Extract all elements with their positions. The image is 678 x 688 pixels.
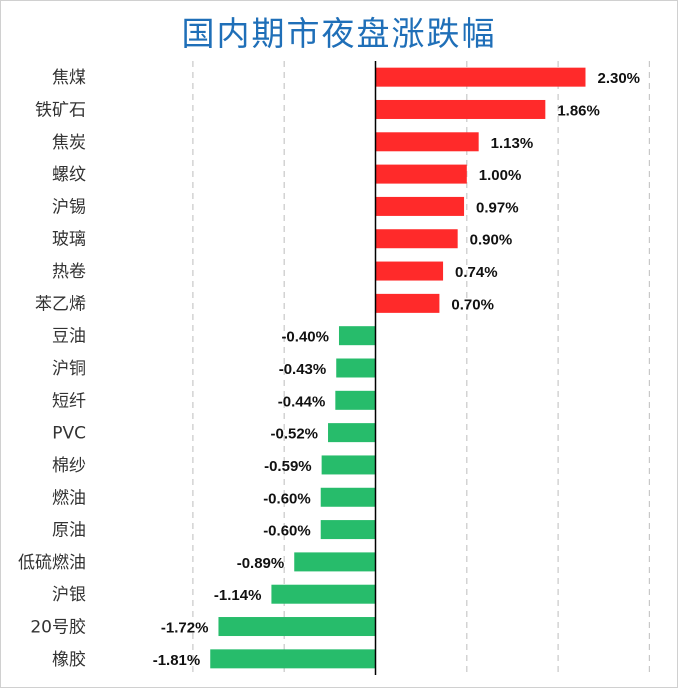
bar-10 — [335, 390, 376, 410]
value-labels: 2.30% 1.86% 1.13% 1.00% 0.97% 0.90% 0.74% 0.70%… — [153, 70, 640, 669]
category-label-7: 苯乙烯 — [35, 294, 86, 314]
value-label-0: 2.30% — [597, 70, 640, 87]
category-label-0: 焦煤 — [52, 68, 86, 88]
bar-2 — [375, 132, 479, 152]
gridlines — [192, 61, 651, 675]
bar-16 — [271, 584, 376, 604]
category-label-13: 燃油 — [52, 488, 86, 508]
bar-6 — [375, 261, 444, 281]
bar-11 — [328, 423, 376, 443]
category-label-11: PVC — [52, 424, 86, 444]
value-label-4: 0.97% — [476, 199, 519, 216]
value-label-11: -0.52% — [270, 426, 318, 443]
value-label-2: 1.13% — [491, 135, 534, 152]
category-label-6: 热卷 — [52, 262, 86, 282]
value-label-13: -0.60% — [263, 490, 311, 507]
bar-18 — [210, 649, 376, 669]
chart-title: 国内期市夜盘涨跌幅 — [181, 14, 497, 53]
category-label-16: 沪银 — [52, 585, 86, 605]
bar-1 — [375, 99, 546, 119]
category-label-14: 原油 — [52, 521, 86, 541]
value-label-3: 1.00% — [479, 167, 522, 184]
value-label-6: 0.74% — [455, 264, 498, 281]
value-label-16: -1.14% — [214, 587, 262, 604]
bar-0 — [375, 67, 586, 87]
category-label-10: 短纤 — [52, 391, 86, 411]
bar-15 — [294, 552, 376, 572]
bar-3 — [375, 164, 467, 184]
category-label-9: 沪铜 — [52, 359, 86, 379]
category-label-5: 玻璃 — [52, 230, 86, 250]
value-label-1: 1.86% — [557, 102, 600, 119]
value-label-7: 0.70% — [451, 296, 494, 313]
category-label-3: 螺纹 — [52, 165, 86, 185]
category-label-8: 豆油 — [52, 327, 86, 347]
bars — [210, 67, 586, 669]
category-label-4: 沪锡 — [52, 197, 86, 217]
category-label-17: 20号胶 — [30, 618, 86, 638]
value-label-8: -0.40% — [281, 329, 329, 346]
bar-17 — [218, 617, 376, 637]
value-label-17: -1.72% — [161, 620, 209, 637]
bar-5 — [375, 229, 458, 249]
value-label-12: -0.59% — [264, 458, 312, 475]
value-label-15: -0.89% — [237, 555, 285, 572]
value-label-10: -0.44% — [278, 393, 326, 410]
bar-9 — [336, 358, 376, 378]
bar-7 — [375, 293, 440, 313]
value-label-14: -0.60% — [263, 523, 311, 540]
bar-8 — [338, 326, 376, 346]
value-label-18: -1.81% — [153, 652, 201, 669]
bar-13 — [320, 487, 376, 507]
bar-12 — [321, 455, 376, 475]
category-label-12: 棉纱 — [52, 456, 86, 476]
category-label-15: 低硫燃油 — [18, 553, 86, 573]
value-label-9: -0.43% — [279, 361, 327, 378]
value-label-5: 0.90% — [470, 232, 513, 249]
bar-4 — [375, 196, 465, 216]
category-label-18: 橡胶 — [52, 650, 86, 670]
bar-14 — [320, 520, 376, 540]
category-label-1: 铁矿石 — [35, 100, 86, 120]
category-label-2: 焦炭 — [52, 133, 86, 153]
